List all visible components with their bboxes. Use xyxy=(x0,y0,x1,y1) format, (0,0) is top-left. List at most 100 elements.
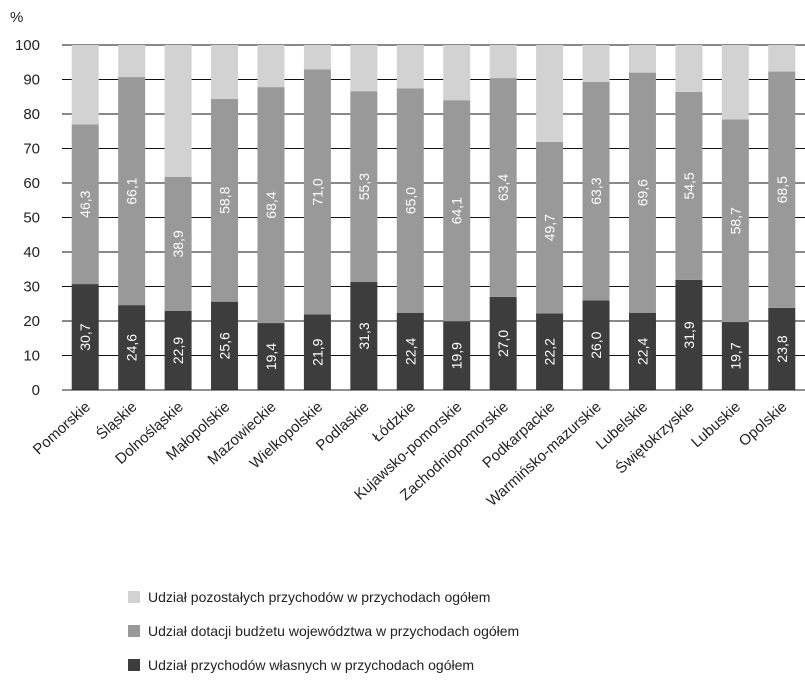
bar-segment xyxy=(536,313,564,390)
legend: Udział pozostałych przychodów w przychod… xyxy=(128,585,519,687)
bar-segment xyxy=(164,45,192,177)
bar-segment xyxy=(443,321,471,390)
bar-segment xyxy=(768,45,796,72)
value-labels: 30,7 46,3 24,6 66,1 22,9 38,9 25,6 58,8 19,4 68,4… xyxy=(77,172,790,370)
bar-segment xyxy=(164,176,192,311)
bar-segment xyxy=(71,124,99,285)
bar-segment xyxy=(118,45,146,78)
bar-segment xyxy=(582,300,610,390)
y-tick-label: 80 xyxy=(23,106,40,123)
data-label: 55,3 xyxy=(356,173,372,200)
category-label: Pomorskie xyxy=(30,398,94,458)
data-label: 19,4 xyxy=(263,343,279,370)
bar-segment xyxy=(71,45,99,125)
bar-segment xyxy=(303,69,331,315)
category-label: Opolskie xyxy=(736,398,791,450)
bar-segment xyxy=(582,81,610,301)
y-tick-label: 10 xyxy=(23,348,40,365)
data-label: 19,7 xyxy=(727,342,743,369)
legend-swatch xyxy=(128,591,140,603)
bar-segment xyxy=(350,282,378,390)
y-tick-label: 90 xyxy=(23,72,40,89)
bar-segment xyxy=(396,312,424,390)
bar-segment xyxy=(675,279,703,390)
data-label: 68,4 xyxy=(263,191,279,218)
data-label: 64,1 xyxy=(449,197,465,224)
y-tick-label: 30 xyxy=(23,279,40,296)
bar-segment xyxy=(211,98,239,302)
data-label: 21,9 xyxy=(309,338,325,365)
bar-segment xyxy=(675,45,703,92)
bar-segment xyxy=(396,45,424,89)
bar-segment xyxy=(443,45,471,101)
data-label: 25,6 xyxy=(217,332,233,359)
category-label: Lubuskie xyxy=(688,398,744,451)
bar-segment xyxy=(257,323,285,390)
y-axis-unit: % xyxy=(10,9,23,26)
data-label: 49,7 xyxy=(542,214,558,241)
data-label: 63,3 xyxy=(588,177,604,204)
data-label: 23,8 xyxy=(774,335,790,362)
bar-segment xyxy=(628,45,656,73)
bar-segment xyxy=(118,77,146,306)
bar-segment xyxy=(675,91,703,280)
bar-segment xyxy=(211,301,239,390)
legend-swatch xyxy=(128,625,140,637)
data-label: 65,0 xyxy=(402,187,418,214)
bar-segment xyxy=(396,88,424,313)
bar-segment xyxy=(257,45,285,88)
bar-segment xyxy=(118,305,146,390)
bars xyxy=(71,45,796,390)
data-label: 26,0 xyxy=(588,331,604,358)
data-label: 22,2 xyxy=(542,338,558,365)
data-label: 58,7 xyxy=(727,207,743,234)
y-tick-label: 60 xyxy=(23,175,40,192)
bar-segment xyxy=(536,141,564,314)
x-axis-labels: Pomorskie ŚląskieDolnośląskieMałopolskieM… xyxy=(30,398,791,510)
legend-item: Udział przychodów własnych w przychodach… xyxy=(128,653,519,677)
y-axis-ticks: 0 10 20 30 40 50 60 70 80 90 100 xyxy=(15,37,40,399)
bar-segment xyxy=(489,45,517,79)
bar-segment xyxy=(350,91,378,283)
bar-segment xyxy=(768,307,796,390)
bar-segment xyxy=(350,45,378,92)
y-tick-label: 70 xyxy=(23,141,40,158)
legend-item: Udział pozostałych przychodów w przychod… xyxy=(128,585,519,609)
bar-segment xyxy=(303,45,331,70)
data-label: 24,6 xyxy=(124,334,140,361)
y-tick-label: 0 xyxy=(32,382,40,399)
legend-label: Udział dotacji budżetu województwa w prz… xyxy=(148,623,520,639)
data-label: 22,4 xyxy=(402,338,418,365)
bar-segment xyxy=(582,45,610,82)
data-label: 66,1 xyxy=(124,177,140,204)
stacked-bar-chart: % 0 10 20 30 40 50 60 70 80 90 100 30,7 46,3 24,6 66,… xyxy=(10,9,805,510)
legend-label: Udział pozostałych przychodów w przychod… xyxy=(148,589,491,605)
bar-segment xyxy=(71,284,99,390)
bar-segment xyxy=(536,45,564,142)
bar-segment xyxy=(628,72,656,313)
bar-segment xyxy=(721,45,749,120)
bar-segment xyxy=(257,87,285,324)
bar-segment xyxy=(443,100,471,322)
data-label: 31,3 xyxy=(356,322,372,349)
data-label: 22,4 xyxy=(634,338,650,365)
legend-label: Udział przychodów własnych w przychodach… xyxy=(148,657,475,673)
data-label: 27,0 xyxy=(495,330,511,357)
bar-segment xyxy=(721,119,749,323)
bar-segment xyxy=(303,314,331,390)
legend-swatch xyxy=(128,659,140,671)
y-tick-label: 20 xyxy=(23,313,40,330)
bar-segment xyxy=(721,322,749,390)
data-label: 46,3 xyxy=(77,190,93,217)
data-label: 68,5 xyxy=(774,176,790,203)
bar-segment xyxy=(164,310,192,390)
data-label: 31,9 xyxy=(681,321,697,348)
data-label: 19,9 xyxy=(449,342,465,369)
y-tick-label: 50 xyxy=(23,210,40,227)
data-label: 69,6 xyxy=(634,179,650,206)
bar-segment xyxy=(768,71,796,308)
data-label: 71,0 xyxy=(309,178,325,205)
category-label: Świętokrzyskie xyxy=(612,398,698,478)
data-label: 22,9 xyxy=(170,337,186,364)
data-label: 54,5 xyxy=(681,172,697,199)
